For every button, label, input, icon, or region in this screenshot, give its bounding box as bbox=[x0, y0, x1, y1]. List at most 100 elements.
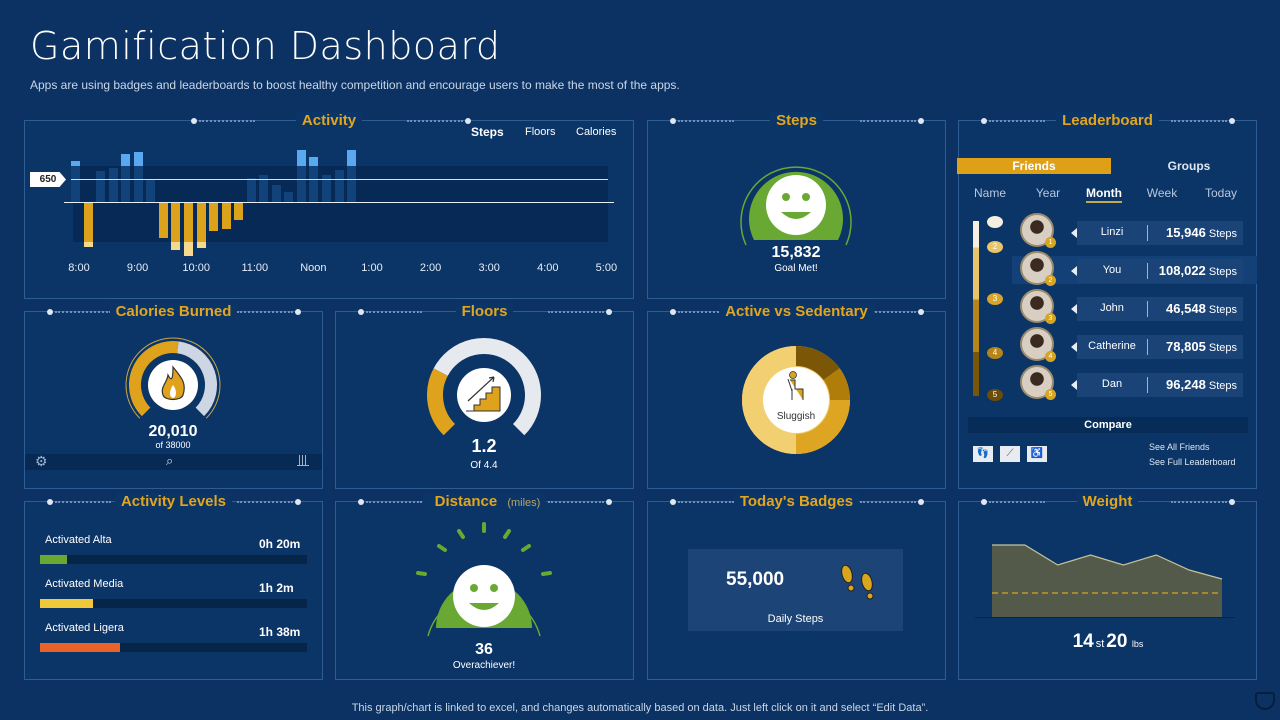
active-sedentary-donut bbox=[742, 346, 850, 454]
donut-segment bbox=[795, 399, 850, 454]
level-value: 1h 38m bbox=[259, 625, 301, 639]
rank-badge: 3 bbox=[1045, 313, 1056, 324]
level-fill bbox=[40, 599, 94, 608]
bar-chart-icon[interactable] bbox=[297, 455, 309, 466]
sitting-icon[interactable]: ♿ bbox=[1027, 446, 1047, 462]
period-week[interactable]: Week bbox=[1146, 186, 1178, 200]
leaderboard-row[interactable]: Linzi 15,946 Steps bbox=[1071, 221, 1243, 245]
sedentary-bar bbox=[183, 202, 193, 242]
rank-scale bbox=[973, 221, 979, 396]
tab-friends[interactable]: Friends bbox=[957, 158, 1111, 174]
steps-caption: Goal Met! bbox=[774, 263, 818, 274]
weight-title: Weight bbox=[1076, 493, 1139, 510]
footer-note: This graph/chart is linked to excel, and… bbox=[351, 702, 929, 714]
friend-name: John bbox=[1100, 302, 1124, 314]
baseline bbox=[64, 202, 614, 203]
search-icon[interactable]: ⌕ bbox=[166, 453, 174, 468]
steps-bar bbox=[121, 153, 131, 166]
sedentary-bar bbox=[196, 242, 206, 248]
rank-badge: 5 bbox=[1045, 389, 1056, 400]
weight-lbs-label: lbs bbox=[1131, 639, 1144, 649]
steps-bar bbox=[296, 149, 306, 166]
avatar[interactable]: 3 bbox=[1020, 289, 1056, 324]
friend-name: Dan bbox=[1101, 378, 1123, 390]
see-full-leaderboard-link[interactable]: See Full Leaderboard bbox=[1149, 457, 1236, 467]
avatar[interactable]: 4 bbox=[1020, 327, 1056, 362]
stairs-icon bbox=[466, 386, 501, 412]
steps-bar bbox=[347, 149, 357, 166]
tab-steps[interactable]: Steps bbox=[471, 125, 504, 139]
level-label: Activated Media bbox=[45, 578, 124, 590]
sitting-person-icon bbox=[787, 371, 804, 400]
level-track bbox=[40, 643, 307, 652]
rank-marker: 1 bbox=[987, 216, 1003, 228]
sedentary-bar bbox=[221, 202, 231, 229]
x-tick-label: 4:00 bbox=[537, 262, 559, 274]
friend-steps: 96,248 bbox=[1166, 377, 1206, 392]
sedentary-bar bbox=[234, 202, 244, 221]
x-tick-label: 8:00 bbox=[68, 262, 90, 274]
level-value: 0h 20m bbox=[259, 537, 301, 551]
x-tick-label: 2:00 bbox=[419, 262, 442, 274]
steps-title: Steps bbox=[770, 112, 823, 129]
compare-button[interactable]: Compare bbox=[968, 417, 1248, 433]
leaderboard-row[interactable]: You 108,022 Steps bbox=[1071, 259, 1243, 283]
settings-icon[interactable]: ⚙ bbox=[35, 453, 48, 469]
period-month[interactable]: Month bbox=[1086, 186, 1122, 203]
rank-marker: 2 bbox=[987, 241, 1003, 253]
floors-caption: Of 4.4 bbox=[470, 460, 498, 471]
badges-title: Today's Badges bbox=[733, 493, 860, 510]
period-year[interactable]: Year bbox=[1035, 186, 1061, 200]
footsteps-icon[interactable]: 👣 bbox=[973, 446, 993, 462]
distance-value: 36 bbox=[475, 641, 493, 658]
steps-bar bbox=[259, 175, 269, 202]
x-tick-label: 11:00 bbox=[241, 262, 269, 274]
period-name[interactable]: Name bbox=[973, 186, 1007, 200]
rank-badge: 4 bbox=[1045, 351, 1056, 362]
steps-bar bbox=[296, 166, 306, 202]
level-label: Activated Ligera bbox=[45, 622, 124, 634]
steps-bar bbox=[334, 170, 344, 202]
steps-bar bbox=[284, 192, 294, 202]
see-all-friends-link[interactable]: See All Friends bbox=[1149, 442, 1210, 452]
tab-groups[interactable]: Groups bbox=[1167, 159, 1211, 173]
level-fill bbox=[40, 643, 121, 652]
shield-icon bbox=[1255, 692, 1275, 710]
sedentary-bar bbox=[158, 202, 168, 239]
level-fill bbox=[40, 555, 67, 564]
tab-floors[interactable]: Floors bbox=[525, 126, 556, 138]
weight-area bbox=[992, 545, 1222, 617]
x-tick-label: 3:00 bbox=[478, 262, 500, 274]
steps-unit: Steps bbox=[1208, 266, 1237, 278]
avatar[interactable]: 1 bbox=[1020, 213, 1056, 248]
stairs-icon[interactable]: ⟋ bbox=[1000, 446, 1020, 462]
steps-bar bbox=[71, 166, 80, 202]
x-tick-label: 9:00 bbox=[126, 262, 149, 274]
calories-gauge bbox=[125, 337, 221, 419]
avatar[interactable]: 2 bbox=[1020, 251, 1056, 286]
leaderboard-row[interactable]: Dan 96,248 Steps bbox=[1071, 373, 1243, 397]
badge-caption: Daily Steps bbox=[767, 613, 824, 625]
friend-steps: 46,548 bbox=[1166, 301, 1206, 316]
steps-unit: Steps bbox=[1208, 228, 1237, 240]
sedentary-bar bbox=[83, 202, 93, 242]
friend-steps: 15,946 bbox=[1166, 225, 1206, 240]
floors-value: 1.2 bbox=[471, 436, 497, 456]
footprints-icon bbox=[841, 564, 874, 600]
period-today[interactable]: Today bbox=[1204, 186, 1238, 200]
friend-name: Catherine bbox=[1088, 340, 1136, 352]
steps-bar bbox=[71, 160, 80, 166]
active-title: Active vs Sedentary bbox=[719, 303, 874, 320]
smiley-icon bbox=[740, 166, 852, 246]
levels-title: Activity Levels bbox=[114, 493, 233, 510]
distance-title: Distance bbox=[428, 493, 504, 510]
steps-bar bbox=[271, 185, 281, 202]
tab-calories[interactable]: Calories bbox=[576, 126, 617, 138]
x-tick-label: 10:00 bbox=[182, 262, 210, 274]
leaderboard-row[interactable]: Catherine 78,805 Steps bbox=[1071, 335, 1243, 359]
steps-bar bbox=[133, 166, 143, 202]
steps-bar bbox=[347, 166, 357, 202]
leaderboard-row[interactable]: John 46,548 Steps bbox=[1071, 297, 1243, 321]
avatar[interactable]: 5 bbox=[1020, 365, 1056, 400]
